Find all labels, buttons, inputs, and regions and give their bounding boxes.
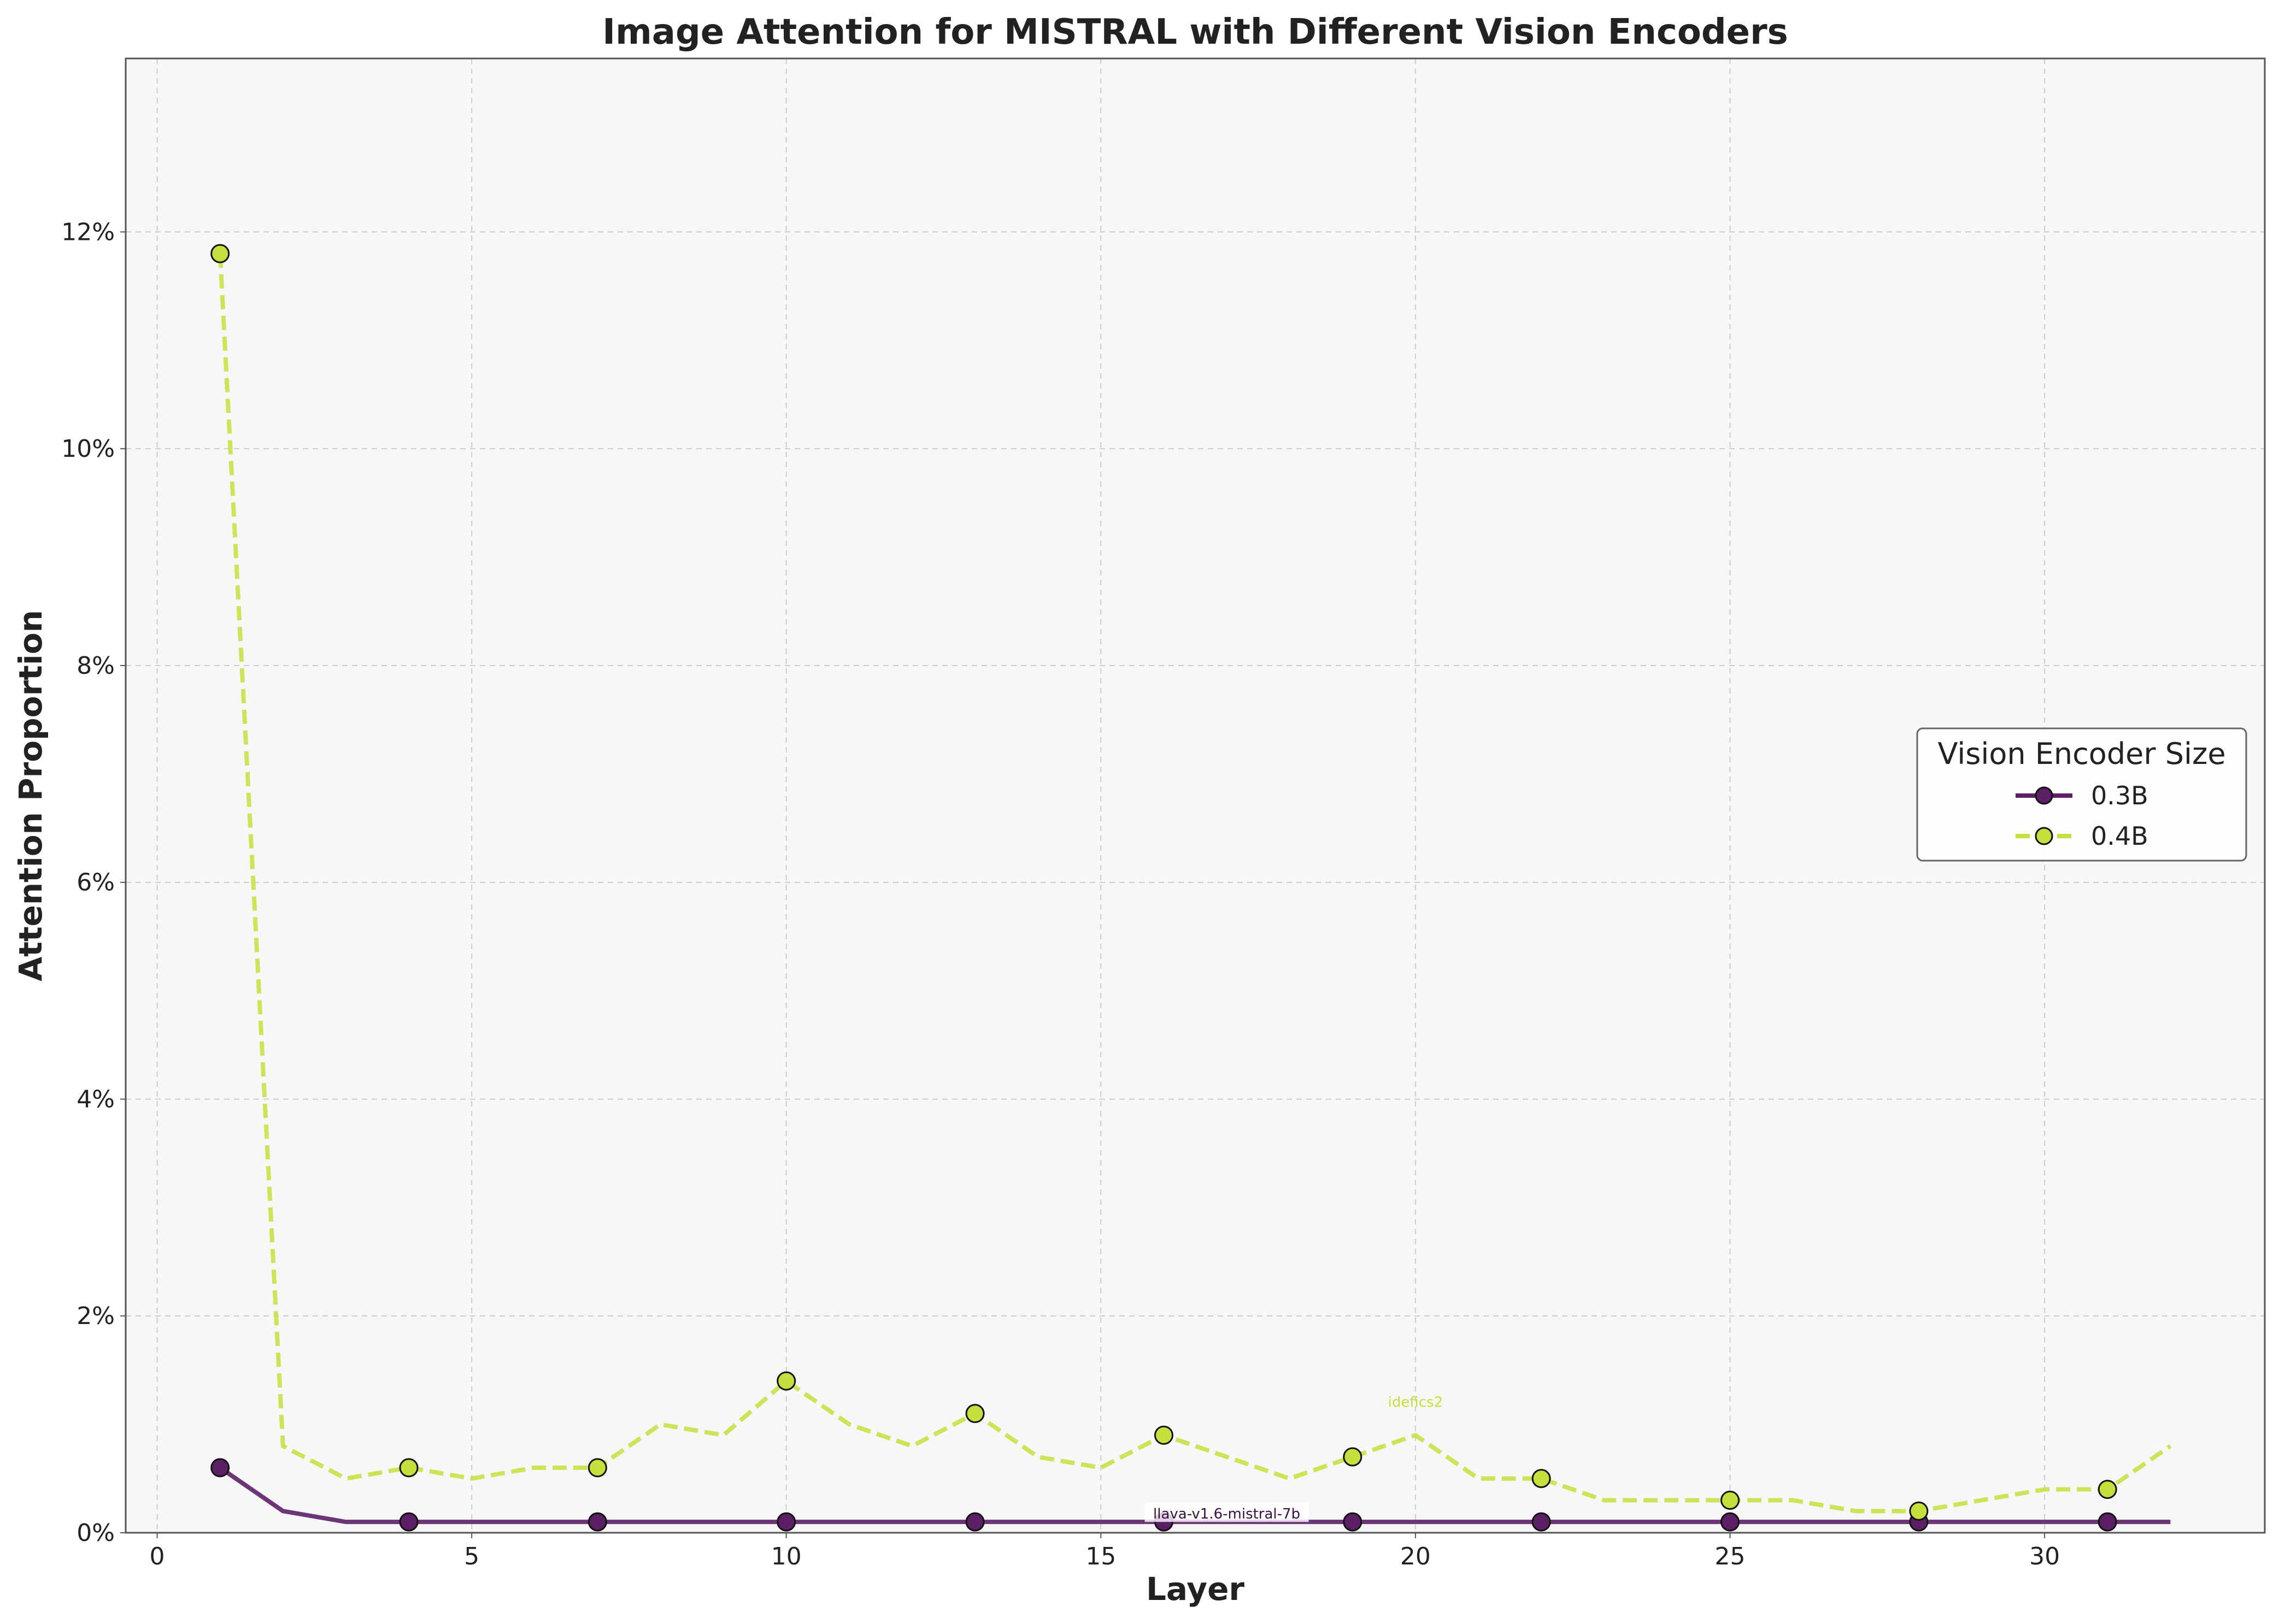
- data-point: [965, 1512, 985, 1532]
- legend-swatch-marker: [2035, 827, 2053, 845]
- y-tick-label: 4%: [77, 1085, 115, 1113]
- x-tick-label: 10: [771, 1543, 802, 1570]
- y-axis-title: Attention Proportion: [12, 610, 49, 981]
- series-annotation: idefics2: [1388, 1394, 1443, 1410]
- data-point: [965, 1404, 985, 1423]
- chart-title: Image Attention for MISTRAL with Differe…: [602, 12, 1788, 52]
- data-point: [210, 244, 230, 263]
- x-tick-label: 0: [150, 1543, 165, 1570]
- data-point: [588, 1458, 607, 1478]
- x-tick-label: 20: [1400, 1543, 1431, 1570]
- x-tick-label: 5: [464, 1543, 479, 1570]
- legend-title: Vision Encoder Size: [1937, 737, 2225, 771]
- x-tick-label: 25: [1715, 1543, 1746, 1570]
- legend-label: 0.3B: [2091, 781, 2148, 810]
- plot-frame: [125, 57, 2266, 1534]
- series-line: [218, 253, 2172, 1514]
- series-annotation: llava-v1.6-mistral-7b: [1153, 1506, 1300, 1522]
- data-point: [2098, 1512, 2117, 1532]
- y-tick-label: 12%: [61, 218, 115, 246]
- legend-label: 0.4B: [2091, 821, 2148, 851]
- legend-box: [1916, 727, 2247, 862]
- data-point: [1531, 1512, 1551, 1532]
- y-tick-label: 0%: [77, 1519, 115, 1547]
- y-tick-label: 10%: [61, 435, 115, 463]
- data-point: [399, 1512, 419, 1532]
- data-point: [1343, 1512, 1362, 1532]
- data-point: [588, 1512, 607, 1532]
- y-tick-label: 8%: [77, 652, 115, 680]
- x-axis-title: Layer: [1146, 1570, 1244, 1608]
- y-tick-label: 2%: [77, 1302, 115, 1330]
- axis-ticks: 0 5 10 15 20 25 30 0% 2% 4% 6% 8% 10% 12%: [61, 218, 2060, 1570]
- data-point: [399, 1458, 419, 1478]
- data-point: [1720, 1512, 1740, 1532]
- data-point: [1720, 1490, 1740, 1510]
- data-point: [1343, 1447, 1362, 1467]
- plot-area: [126, 58, 2265, 1533]
- x-tick-label: 15: [1085, 1543, 1116, 1570]
- data-point: [777, 1371, 796, 1391]
- data-point: [2098, 1480, 2117, 1499]
- data-point: [777, 1512, 796, 1532]
- data-point: [1154, 1425, 1173, 1445]
- annotation-background: [1144, 1502, 1309, 1522]
- data-point: [210, 1458, 230, 1478]
- y-tick-label: 6%: [77, 869, 115, 897]
- data-point: [1531, 1469, 1551, 1488]
- legend: Vision Encoder Size 0.3B 0.4B: [1916, 727, 2247, 862]
- series-annotations: llava-v1.6-mistral-7b idefics2: [1144, 1394, 1443, 1522]
- x-tick-label: 30: [2029, 1543, 2060, 1570]
- legend-swatch-marker: [2035, 786, 2053, 805]
- series-markers: [210, 244, 2117, 1532]
- data-point: [1909, 1501, 1929, 1521]
